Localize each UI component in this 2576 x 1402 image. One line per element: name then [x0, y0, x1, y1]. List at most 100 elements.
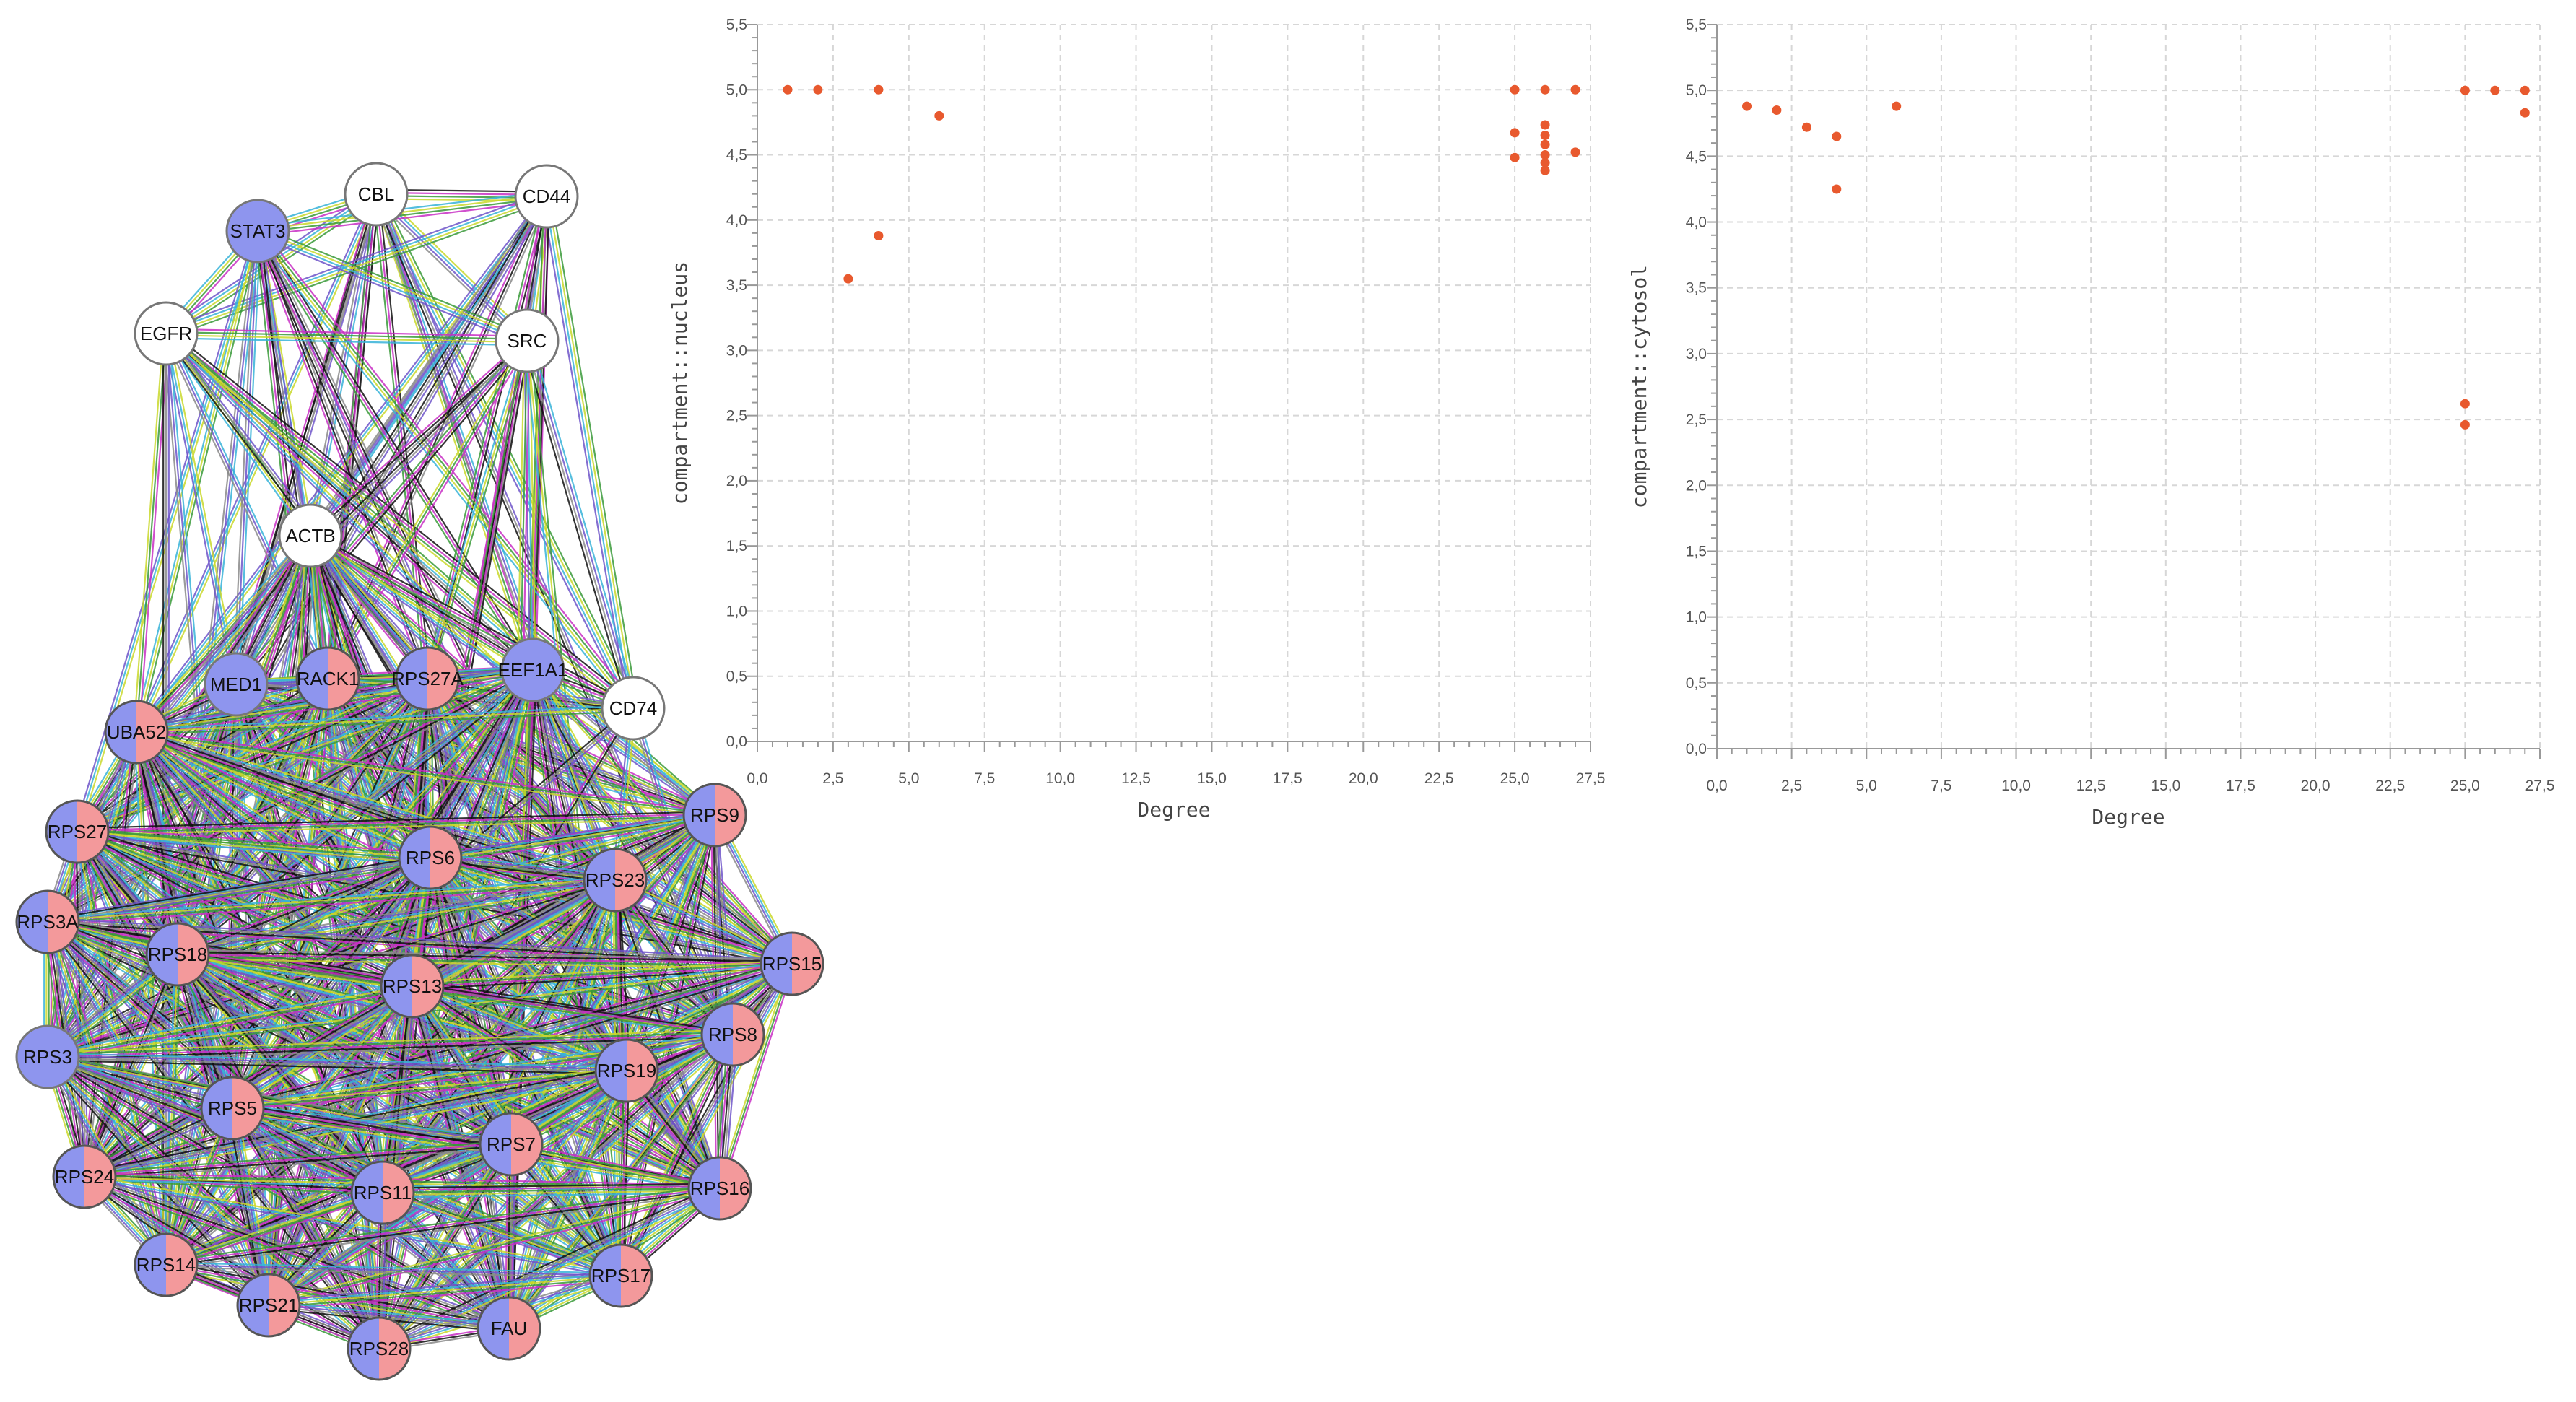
data-point[interactable] — [1832, 131, 1842, 141]
data-point[interactable] — [874, 84, 884, 95]
network-edge — [47, 1059, 627, 1075]
data-point[interactable] — [843, 274, 853, 284]
network-node[interactable]: RACK1 — [295, 646, 360, 711]
data-point[interactable] — [2460, 85, 2470, 95]
data-point[interactable] — [1570, 147, 1580, 157]
data-point[interactable] — [1540, 84, 1550, 95]
x-tick-label: 27,5 — [1576, 770, 1606, 787]
network-node[interactable]: RPS18 — [145, 922, 210, 987]
network-edge — [269, 1145, 513, 1308]
network-edge — [166, 1193, 384, 1268]
network-node[interactable]: RPS15 — [760, 931, 824, 996]
data-point[interactable] — [1510, 152, 1520, 162]
x-tick-label: 22,5 — [2375, 778, 2405, 794]
data-point[interactable] — [2460, 419, 2470, 430]
network-node[interactable]: RPS7 — [479, 1112, 544, 1177]
network-node[interactable]: RPS3A — [15, 889, 80, 954]
data-point[interactable] — [2520, 85, 2530, 95]
network-edge — [166, 331, 635, 708]
network-node[interactable]: UBA52 — [104, 700, 169, 765]
network-edge — [134, 534, 310, 732]
network-node[interactable]: MED1 — [204, 652, 269, 717]
network-node[interactable]: RPS21 — [236, 1273, 301, 1338]
network-node[interactable]: RPS27 — [45, 799, 110, 864]
network-edge — [259, 230, 431, 679]
network-edge — [371, 196, 630, 711]
y-tick-label: 5,0 — [1686, 82, 1707, 99]
network-node[interactable]: RPS5 — [200, 1076, 265, 1141]
network-node[interactable]: CD74 — [601, 676, 666, 741]
data-point[interactable] — [813, 84, 823, 95]
network-node[interactable]: RPS14 — [134, 1232, 199, 1297]
network-node[interactable]: RPS3 — [15, 1024, 80, 1089]
network-edge — [45, 1058, 378, 1351]
network-node[interactable]: CD44 — [514, 164, 579, 229]
network-node[interactable]: RPS13 — [380, 954, 445, 1019]
network-node[interactable]: CBL — [344, 162, 409, 227]
data-point[interactable] — [2460, 399, 2470, 409]
node-label: RPS7 — [487, 1133, 536, 1155]
node-label: RPS13 — [383, 975, 442, 997]
network-edge — [48, 920, 170, 1265]
y-axis-title: compartment::cytosol — [1627, 265, 1651, 508]
data-point[interactable] — [1510, 128, 1520, 138]
node-label: STAT3 — [230, 220, 285, 242]
network-node[interactable]: FAU — [477, 1296, 541, 1361]
data-point[interactable] — [934, 110, 944, 121]
network-edge — [308, 537, 632, 712]
network-edge — [380, 1030, 732, 1190]
network-node[interactable]: RPS6 — [398, 825, 463, 890]
network-edge — [380, 1145, 514, 1351]
network-node[interactable]: RPS19 — [594, 1038, 659, 1103]
x-axis-title: Degree — [2092, 805, 2164, 829]
data-point[interactable] — [1832, 184, 1842, 194]
network-node[interactable]: RPS23 — [583, 848, 648, 913]
network-node[interactable]: RPS27A — [391, 646, 464, 711]
network-node[interactable]: RPS9 — [682, 783, 747, 848]
y-tick-label: 0,0 — [726, 733, 747, 750]
data-point[interactable] — [874, 231, 884, 240]
network-edge — [138, 231, 261, 733]
data-point[interactable] — [1540, 120, 1550, 130]
network-node[interactable]: SRC — [495, 308, 560, 373]
data-point[interactable] — [2520, 108, 2530, 118]
data-point[interactable] — [1540, 150, 1550, 160]
network-node[interactable]: EGFR — [134, 301, 199, 366]
x-tick-label: 5,0 — [898, 770, 919, 787]
network-node[interactable]: RPS8 — [700, 1002, 765, 1067]
network-edge — [269, 1279, 622, 1311]
network-node[interactable]: RPS28 — [347, 1316, 412, 1381]
network-edge — [167, 987, 415, 1267]
network-edge — [527, 340, 636, 708]
network-node[interactable]: RPS24 — [52, 1144, 117, 1209]
data-point[interactable] — [1510, 84, 1520, 95]
data-point[interactable] — [783, 84, 793, 95]
data-point[interactable] — [2490, 85, 2500, 95]
node-label: RPS27 — [48, 821, 107, 842]
data-point[interactable] — [1742, 101, 1752, 111]
data-point[interactable] — [1892, 101, 1902, 111]
network-node[interactable]: RPS16 — [687, 1156, 752, 1221]
data-point[interactable] — [1570, 84, 1580, 95]
network-node[interactable]: ACTB — [278, 503, 343, 568]
data-point[interactable] — [1772, 105, 1782, 115]
network-edge — [84, 1144, 512, 1179]
network-edge — [268, 1270, 621, 1302]
y-tick-label: 5,5 — [1686, 17, 1707, 33]
x-tick-label: 25,0 — [2450, 778, 2480, 794]
network-nodes: CBL CD44 STAT3 EGFR SRC ACTB MED1 RACK1 RPS27A EE… — [15, 162, 824, 1381]
data-point[interactable] — [1540, 139, 1550, 149]
data-point[interactable] — [1540, 131, 1550, 140]
network-node[interactable]: EEF1A1 — [498, 637, 568, 702]
network-node[interactable]: STAT3 — [225, 199, 290, 264]
x-tick-label: 10,0 — [1045, 770, 1075, 787]
data-point[interactable] — [1540, 157, 1550, 167]
data-point[interactable] — [1801, 122, 1811, 132]
network-node[interactable]: RPS11 — [350, 1160, 415, 1225]
network-edge — [412, 962, 792, 986]
network-edge — [133, 333, 165, 732]
node-label: RPS15 — [762, 953, 822, 975]
data-point[interactable] — [1540, 165, 1550, 175]
network-node[interactable]: RPS17 — [588, 1243, 653, 1308]
network-edge — [382, 1187, 721, 1194]
